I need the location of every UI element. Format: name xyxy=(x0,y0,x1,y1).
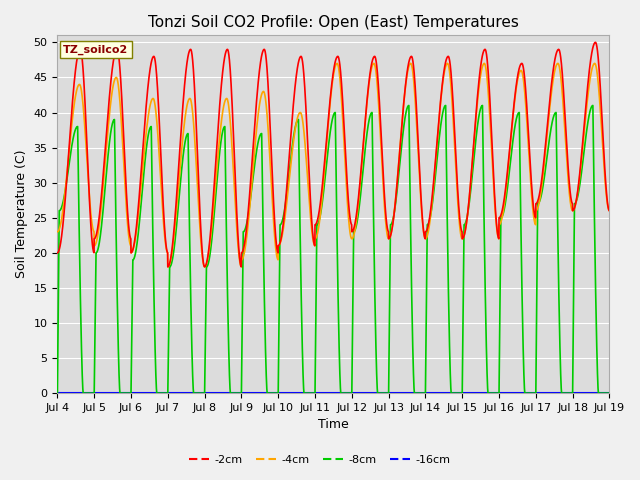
Title: Tonzi Soil CO2 Profile: Open (East) Temperatures: Tonzi Soil CO2 Profile: Open (East) Temp… xyxy=(148,15,519,30)
Legend: -2cm, -4cm, -8cm, -16cm: -2cm, -4cm, -8cm, -16cm xyxy=(185,451,455,469)
X-axis label: Time: Time xyxy=(318,419,349,432)
Y-axis label: Soil Temperature (C): Soil Temperature (C) xyxy=(15,150,28,278)
Text: TZ_soilco2: TZ_soilco2 xyxy=(63,44,128,55)
